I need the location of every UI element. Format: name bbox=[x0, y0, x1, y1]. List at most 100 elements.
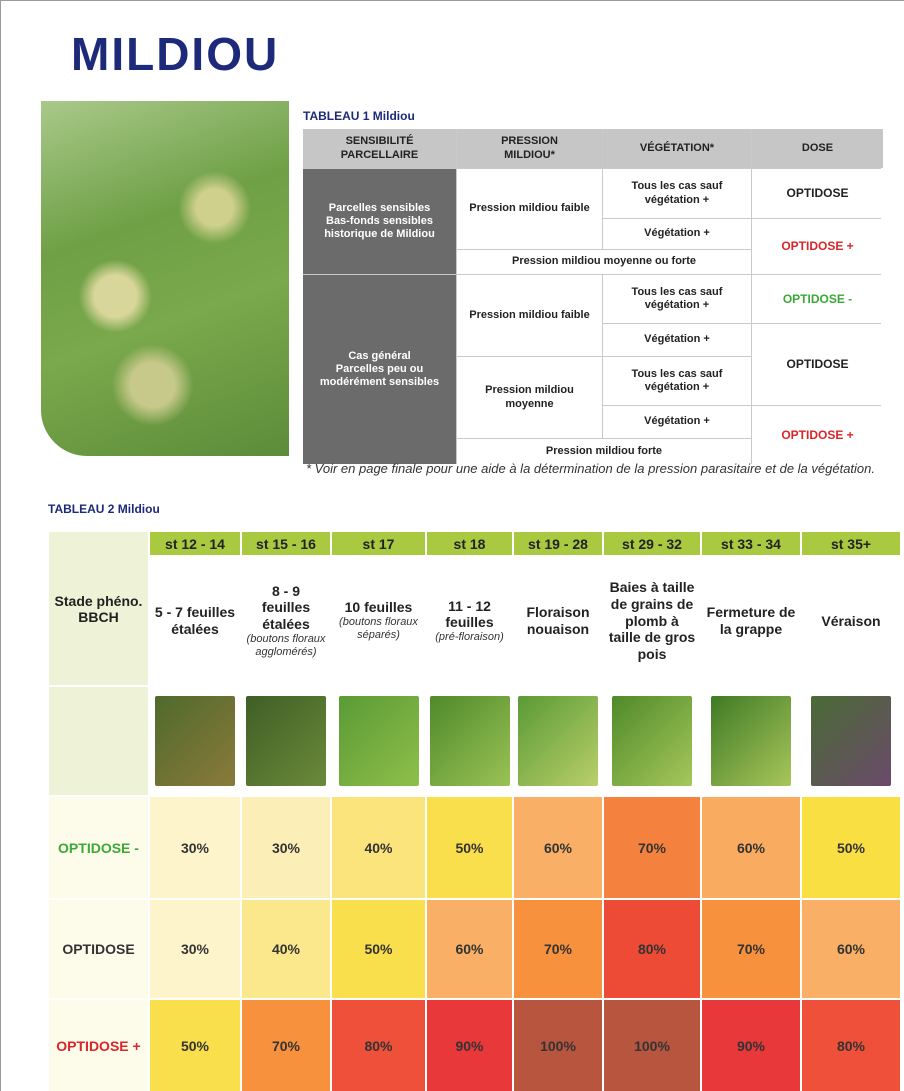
table-cell: OPTIDOSE + bbox=[752, 219, 883, 274]
value-cell: 100% bbox=[604, 1000, 700, 1091]
column-header: st 12 - 14 bbox=[150, 532, 240, 555]
value-cell: 70% bbox=[514, 900, 602, 998]
header-cell: DOSE bbox=[752, 129, 883, 168]
stage-name: 5 - 7 feuilles étalées bbox=[154, 604, 236, 638]
value-cell: 90% bbox=[427, 1000, 512, 1091]
table-caption: TABLEAU 2 Mildiou bbox=[48, 502, 160, 516]
table-cell: Tous les cas sauf végétation + bbox=[603, 169, 751, 218]
value-cell: 90% bbox=[702, 1000, 800, 1091]
stage-cell: Véraison bbox=[802, 557, 900, 685]
table-cell: OPTIDOSE bbox=[752, 324, 883, 405]
row-label: OPTIDOSE + bbox=[49, 1000, 148, 1091]
table-cell: Cas général Parcelles peu ou modérément … bbox=[303, 275, 456, 464]
table-cell: Végétation + bbox=[603, 219, 751, 249]
value-cell: 80% bbox=[332, 1000, 425, 1091]
table-cell: Pression mildiou moyenne bbox=[457, 357, 602, 438]
photo-cell bbox=[802, 687, 900, 795]
row-header: Stade phéno. BBCH bbox=[49, 532, 148, 685]
stage-cell: Baies à taille de grains de plomb à tail… bbox=[604, 557, 700, 685]
stage-name: Fermeture de la grappe bbox=[706, 604, 796, 638]
value-cell: 70% bbox=[242, 1000, 330, 1091]
photo-cell bbox=[702, 687, 800, 795]
value-cell: 50% bbox=[802, 797, 900, 898]
stage-photo bbox=[518, 696, 598, 786]
stage-note: (boutons floraux séparés) bbox=[336, 616, 421, 642]
table-cell: Tous les cas sauf végétation + bbox=[603, 275, 751, 323]
stage-note: (boutons floraux agglomérés) bbox=[246, 633, 326, 659]
stage-name: Baies à taille de grains de plomb à tail… bbox=[608, 579, 696, 663]
stage-cell: 11 - 12 feuilles(pré-floraison) bbox=[427, 557, 512, 685]
photo-cell bbox=[150, 687, 240, 795]
table-cell: Végétation + bbox=[603, 324, 751, 356]
value-cell: 100% bbox=[514, 1000, 602, 1091]
stage-name: 11 - 12 feuilles bbox=[431, 598, 508, 632]
table-cell: Parcelles sensibles Bas-fonds sensibles … bbox=[303, 169, 456, 274]
column-header: st 17 bbox=[332, 532, 425, 555]
column-header: st 18 bbox=[427, 532, 512, 555]
stage-photo bbox=[811, 696, 891, 786]
value-cell: 40% bbox=[242, 900, 330, 998]
stage-name: Floraison nouaison bbox=[518, 604, 598, 638]
value-cell: 60% bbox=[427, 900, 512, 998]
stage-photo bbox=[246, 696, 326, 786]
photo-cell bbox=[332, 687, 425, 795]
value-cell: 30% bbox=[150, 900, 240, 998]
table-cell: OPTIDOSE bbox=[752, 169, 883, 218]
header-cell: SENSIBILITÉ PARCELLAIRE bbox=[303, 129, 456, 168]
stage-name: 10 feuilles bbox=[345, 599, 413, 616]
stage-photo bbox=[612, 696, 692, 786]
stage-name: Véraison bbox=[821, 613, 880, 630]
table-cell: Végétation + bbox=[603, 406, 751, 438]
header-cell: PRESSION MILDIOU* bbox=[457, 129, 602, 168]
header-cell: VÉGÉTATION* bbox=[603, 129, 751, 168]
column-header: st 29 - 32 bbox=[604, 532, 700, 555]
value-cell: 30% bbox=[150, 797, 240, 898]
value-cell: 50% bbox=[332, 900, 425, 998]
value-cell: 40% bbox=[332, 797, 425, 898]
stage-cell: 8 - 9 feuilles étalées(boutons floraux a… bbox=[242, 557, 330, 685]
photo-cell bbox=[242, 687, 330, 795]
column-header: st 35+ bbox=[802, 532, 900, 555]
value-cell: 70% bbox=[702, 900, 800, 998]
stage-cell: 5 - 7 feuilles étalées bbox=[150, 557, 240, 685]
value-cell: 70% bbox=[604, 797, 700, 898]
column-header: st 15 - 16 bbox=[242, 532, 330, 555]
page: MILDIOU TABLEAU 1 Mildiou SENSIBILITÉ PA… bbox=[0, 0, 904, 1091]
value-cell: 60% bbox=[514, 797, 602, 898]
column-header: st 33 - 34 bbox=[702, 532, 800, 555]
footnote: * Voir en page finale pour une aide à la… bbox=[306, 461, 881, 477]
column-header: st 19 - 28 bbox=[514, 532, 602, 555]
table-cell: Pression mildiou faible bbox=[457, 169, 602, 249]
stage-photo bbox=[430, 696, 510, 786]
photo-cell bbox=[427, 687, 512, 795]
stage-cell: Fermeture de la grappe bbox=[702, 557, 800, 685]
table-cell: OPTIDOSE + bbox=[752, 406, 883, 464]
row-header bbox=[49, 687, 148, 795]
row-label: OPTIDOSE - bbox=[49, 797, 148, 898]
table-cell: Pression mildiou faible bbox=[457, 275, 602, 356]
stage-cell: Floraison nouaison bbox=[514, 557, 602, 685]
page-title: MILDIOU bbox=[71, 27, 279, 81]
value-cell: 80% bbox=[802, 1000, 900, 1091]
value-cell: 50% bbox=[150, 1000, 240, 1091]
photo-cell bbox=[514, 687, 602, 795]
stage-cell: 10 feuilles(boutons floraux séparés) bbox=[332, 557, 425, 685]
table-cell: Pression mildiou moyenne ou forte bbox=[457, 250, 751, 274]
stage-photo bbox=[339, 696, 419, 786]
value-cell: 60% bbox=[802, 900, 900, 998]
stage-note: (pré-floraison) bbox=[435, 631, 503, 644]
value-cell: 60% bbox=[702, 797, 800, 898]
table-cell: OPTIDOSE - bbox=[752, 275, 883, 323]
value-cell: 50% bbox=[427, 797, 512, 898]
value-cell: 30% bbox=[242, 797, 330, 898]
value-cell: 80% bbox=[604, 900, 700, 998]
table-cell: Tous les cas sauf végétation + bbox=[603, 357, 751, 405]
row-label: OPTIDOSE bbox=[49, 900, 148, 998]
stage-name: 8 - 9 feuilles étalées bbox=[246, 583, 326, 633]
leaf-photo bbox=[41, 101, 289, 456]
photo-cell bbox=[604, 687, 700, 795]
stage-photo bbox=[711, 696, 791, 786]
stage-photo bbox=[155, 696, 235, 786]
table-caption: TABLEAU 1 Mildiou bbox=[303, 109, 415, 123]
